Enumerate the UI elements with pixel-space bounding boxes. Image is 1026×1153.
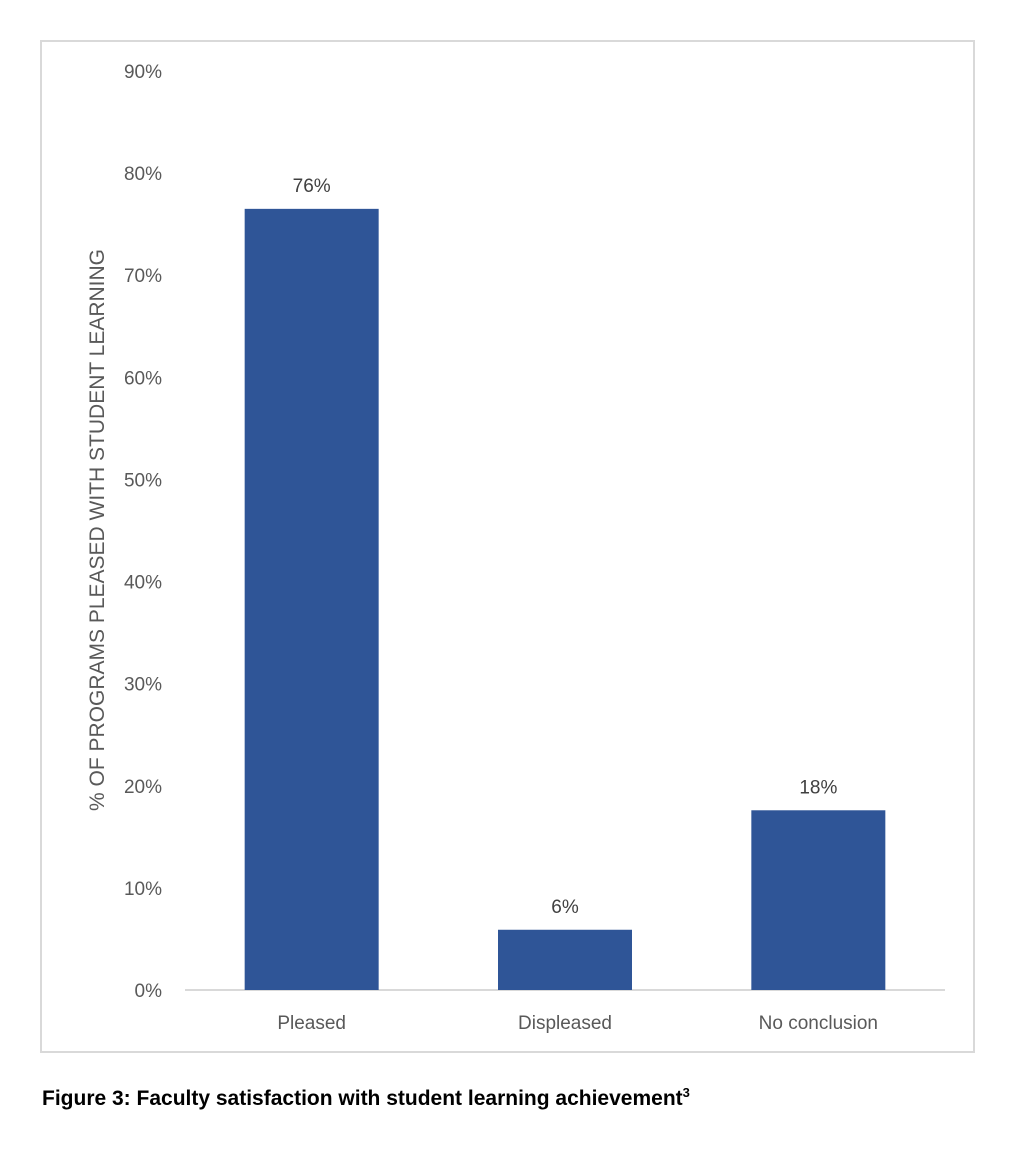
x-tick-label: Displeased	[518, 1013, 612, 1034]
y-tick-label: 60%	[124, 368, 162, 389]
y-tick-label: 80%	[124, 164, 162, 185]
bar-displeased	[498, 929, 632, 990]
data-label: 76%	[293, 176, 331, 197]
figure-caption: Figure 3: Faculty satisfaction with stud…	[42, 1085, 690, 1111]
y-tick-label: 70%	[124, 266, 162, 287]
data-label: 6%	[551, 897, 579, 918]
y-tick-label: 20%	[124, 777, 162, 798]
data-labels: 76% 6% 18%	[293, 176, 838, 918]
y-axis-ticks: 0% 10% 20% 30% 40% 50% 60% 70% 80% 90%	[124, 62, 162, 1002]
data-label: 18%	[799, 777, 837, 798]
x-tick-label: No conclusion	[759, 1013, 878, 1034]
bar-no-conclusion	[751, 810, 886, 990]
bars	[244, 208, 886, 991]
y-tick-label: 90%	[124, 62, 162, 83]
y-tick-label: 10%	[124, 879, 162, 900]
caption-superscript: 3	[682, 1085, 690, 1100]
y-tick-label: 0%	[135, 981, 163, 1002]
y-axis-label: % OF PROGRAMS PLEASED WITH STUDENT LEARN…	[86, 249, 109, 811]
caption-text: Figure 3: Faculty satisfaction with stud…	[42, 1087, 683, 1110]
x-axis-ticks: Pleased Displeased No conclusion	[277, 1013, 878, 1034]
y-tick-label: 50%	[124, 470, 162, 491]
y-tick-label: 30%	[124, 675, 162, 696]
y-tick-label: 40%	[124, 573, 162, 594]
x-tick-label: Pleased	[277, 1013, 346, 1034]
bar-pleased	[244, 208, 379, 991]
